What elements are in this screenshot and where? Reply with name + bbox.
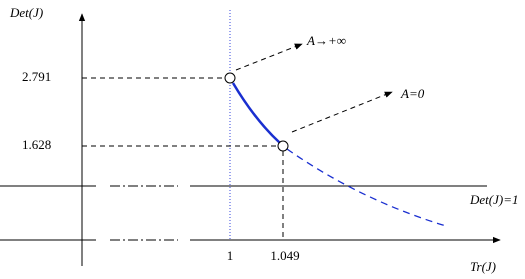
- point: [277, 140, 289, 152]
- curve-extension: [286, 148, 447, 227]
- x-tick-label: 1: [227, 248, 234, 263]
- y-axis-label: Det(J): [9, 5, 43, 20]
- curve: [231, 82, 281, 144]
- annotation: A=0: [400, 86, 425, 101]
- x-tick-label: 1.049: [270, 248, 299, 263]
- y-tick-label: 1.628: [22, 137, 51, 152]
- line-label: Det(J)=1: [469, 192, 518, 207]
- annotation-arrow: [235, 43, 303, 71]
- annotation-arrow: [291, 91, 393, 133]
- point: [224, 72, 236, 84]
- y-tick-label: 2.791: [22, 69, 51, 84]
- annotation: A→+∞: [306, 33, 346, 48]
- x-axis-label: Tr(J): [470, 259, 496, 274]
